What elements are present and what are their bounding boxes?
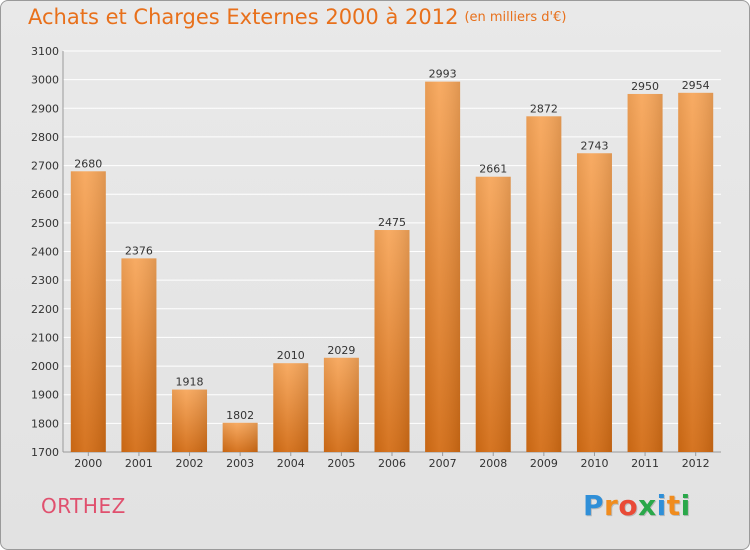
bar-shade bbox=[678, 92, 714, 452]
data-label: 1802 bbox=[226, 409, 254, 422]
x-tick-label: 2007 bbox=[429, 457, 457, 470]
y-tick-label: 1900 bbox=[31, 389, 59, 402]
data-labels: 2680 2376 1918 1802 2010 2029 2475 2993 2661 2872… bbox=[74, 68, 709, 422]
x-tick-label: 2010 bbox=[580, 457, 608, 470]
logo-letter: P bbox=[583, 489, 605, 522]
y-tick-label: 2500 bbox=[31, 217, 59, 230]
y-tick-label: 1800 bbox=[31, 417, 59, 430]
y-tick-label: 2400 bbox=[31, 246, 59, 259]
proxiti-logo[interactable]: Proxiti bbox=[583, 489, 691, 522]
data-label: 2661 bbox=[479, 163, 507, 176]
y-tick-label: 2300 bbox=[31, 274, 59, 287]
x-tick-label: 2003 bbox=[226, 457, 254, 470]
data-label: 1918 bbox=[176, 376, 204, 389]
data-label: 2680 bbox=[74, 157, 102, 170]
x-tick-label: 2005 bbox=[327, 457, 355, 470]
city-name: ORTHEZ bbox=[41, 494, 126, 518]
bar-shade bbox=[627, 93, 663, 452]
logo-letter: i bbox=[656, 489, 667, 522]
y-tick-label: 2100 bbox=[31, 331, 59, 344]
logo-letter: t bbox=[666, 489, 681, 522]
bar-shade bbox=[576, 153, 612, 452]
data-label: 2010 bbox=[277, 349, 305, 362]
x-tick-label: 2012 bbox=[682, 457, 710, 470]
bars bbox=[70, 81, 714, 453]
bar-shade bbox=[425, 81, 461, 452]
chart-title: Achats et Charges Externes 2000 à 2012 (e… bbox=[28, 5, 566, 29]
y-tick-label: 2900 bbox=[31, 102, 59, 115]
data-label: 2029 bbox=[327, 344, 355, 357]
x-tick-label: 2000 bbox=[74, 457, 102, 470]
bar-shade bbox=[222, 422, 258, 452]
title-unit: (en milliers d'€) bbox=[464, 10, 567, 25]
title-text: Achats et Charges Externes 2000 à 2012 bbox=[28, 5, 459, 29]
logo-letter: x bbox=[638, 489, 657, 522]
x-tick-label: 2008 bbox=[479, 457, 507, 470]
logo-letter: i bbox=[680, 489, 691, 522]
y-tick-label: 1700 bbox=[31, 446, 59, 459]
logo-letter: r bbox=[604, 489, 619, 522]
data-label: 2475 bbox=[378, 216, 406, 229]
y-tick-label: 3000 bbox=[31, 74, 59, 87]
bar-shade bbox=[526, 116, 562, 452]
bar-shade bbox=[273, 363, 309, 452]
data-label: 2950 bbox=[631, 80, 659, 93]
logo-letter: o bbox=[618, 489, 639, 522]
data-label: 2872 bbox=[530, 102, 558, 115]
y-tick-label: 3100 bbox=[31, 45, 59, 58]
y-tick-label: 2200 bbox=[31, 303, 59, 316]
x-tick-label: 2001 bbox=[125, 457, 153, 470]
data-label: 2743 bbox=[580, 139, 608, 152]
x-tick-label: 2006 bbox=[378, 457, 406, 470]
bar-shade bbox=[121, 258, 157, 452]
data-label: 2993 bbox=[429, 68, 457, 81]
y-tick-label: 2800 bbox=[31, 131, 59, 144]
y-axis: 1700 1800 1900 2000 2100 2200 2300 2400 2500 2600… bbox=[31, 45, 721, 459]
data-label: 2954 bbox=[682, 79, 710, 92]
y-tick-label: 2700 bbox=[31, 160, 59, 173]
bar-shade bbox=[172, 389, 208, 452]
x-tick-label: 2009 bbox=[530, 457, 558, 470]
x-tick-label: 2004 bbox=[277, 457, 305, 470]
bar-shade bbox=[374, 230, 410, 452]
data-label: 2376 bbox=[125, 244, 153, 257]
y-tick-label: 2000 bbox=[31, 360, 59, 373]
bar-shade bbox=[475, 176, 511, 453]
bar-shade bbox=[323, 357, 359, 452]
y-tick-label: 2600 bbox=[31, 188, 59, 201]
x-axis: 2000 2001 2002 2003 2004 2005 2006 2007 2008 2009… bbox=[74, 452, 710, 470]
x-tick-label: 2011 bbox=[631, 457, 659, 470]
bar-shade bbox=[70, 171, 106, 453]
x-tick-label: 2002 bbox=[176, 457, 204, 470]
